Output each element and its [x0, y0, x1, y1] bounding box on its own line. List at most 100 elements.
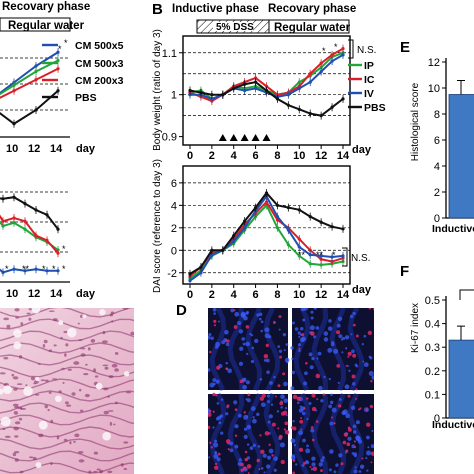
data-point [330, 59, 334, 63]
cell [14, 435, 19, 438]
legend-iv: IV [364, 88, 374, 100]
he-micrograph [0, 308, 134, 474]
nucleus [345, 347, 348, 350]
marker-signal [256, 458, 261, 463]
cell [47, 408, 50, 412]
marker-signal [209, 350, 212, 354]
marker-signal [214, 465, 219, 470]
x-tick-label: 10 [293, 289, 305, 301]
legend-pbs: PBS [75, 92, 97, 104]
nucleus [254, 338, 259, 344]
nucleus [368, 355, 372, 359]
nucleus [303, 381, 308, 386]
panel-b-legend: IP IC IV PBS [348, 60, 386, 114]
panel-a-bottom-star: * [5, 264, 9, 274]
marker-signal [347, 351, 352, 356]
y-tick-label: 1 [171, 90, 177, 102]
marker-signal [284, 429, 290, 435]
nucleus [268, 448, 274, 454]
cell [12, 403, 19, 407]
marker-signal [355, 388, 358, 391]
panel-f-xlabel: Inductive [432, 419, 474, 431]
x-tick-label: 14 [337, 150, 350, 162]
marker-signal [258, 468, 261, 471]
marker-signal [298, 347, 301, 350]
cell [107, 470, 113, 474]
marker-signal [224, 339, 227, 341]
cell [107, 410, 114, 412]
marker-signal [347, 394, 351, 398]
marker-signal [271, 422, 276, 427]
cell [32, 456, 37, 461]
lumen [3, 385, 12, 395]
nucleus [351, 349, 355, 354]
nucleus [250, 406, 256, 411]
nucleus [216, 457, 221, 462]
marker-signal [268, 443, 271, 446]
cell [48, 310, 55, 313]
data-point [23, 202, 27, 206]
marker-signal [370, 380, 373, 383]
cell [93, 451, 99, 455]
x-tick-label: 0 [187, 289, 193, 301]
marker-signal [345, 364, 348, 367]
data-point [232, 239, 236, 243]
bar [448, 339, 474, 419]
cell [34, 393, 40, 396]
marker-signal [312, 466, 318, 472]
nucleus [273, 468, 277, 472]
nucleus [215, 345, 219, 349]
lumen [99, 309, 106, 316]
cell [85, 363, 88, 366]
nucleus [328, 468, 332, 472]
nucleus [358, 470, 362, 473]
nucleus [266, 394, 270, 398]
cell [15, 316, 20, 319]
legend-cm200x3: CM 200x3 [75, 75, 124, 87]
dai-xlabel: day [352, 284, 372, 296]
lumen [13, 329, 22, 338]
crypt-structure [329, 393, 346, 474]
cell [111, 363, 118, 368]
nucleus [273, 375, 276, 379]
cell [90, 338, 96, 343]
cell [16, 383, 23, 385]
marker-signal [347, 426, 351, 430]
significance-bracket [459, 289, 474, 300]
marker-signal [263, 353, 269, 359]
marker-signal [265, 343, 269, 348]
data-point [45, 269, 49, 273]
nucleus [290, 346, 294, 350]
nucleus [352, 311, 356, 316]
nucleus [263, 471, 266, 474]
cell [42, 343, 46, 348]
nucleus [305, 448, 311, 454]
data-point [56, 227, 60, 231]
marker-signal [338, 404, 342, 408]
y-tick-label: 0.5 [425, 295, 440, 307]
nucleus [215, 379, 220, 384]
nucleus [270, 403, 274, 406]
data-point [243, 226, 247, 230]
marker-signal [370, 451, 374, 456]
panel-a-phase-box [0, 17, 71, 32]
cell [13, 387, 18, 391]
data-point [56, 67, 60, 71]
nucleus [283, 349, 286, 352]
x-tick-label: 0 [187, 150, 193, 162]
nucleus [329, 449, 334, 454]
nucleus [330, 342, 335, 347]
marker-signal [352, 323, 356, 327]
panel-a-bottom-xtick: 14 [50, 288, 63, 300]
data-point [199, 271, 203, 275]
data-point [297, 80, 301, 84]
marker-signal [367, 330, 372, 336]
cell [20, 406, 23, 410]
marker-signal [247, 393, 251, 397]
crypt-structure [329, 308, 346, 391]
crypt-structure [347, 308, 365, 392]
dss-dose-marker [251, 134, 260, 141]
nucleus [213, 312, 216, 315]
data-point [275, 97, 280, 101]
nucleus [352, 430, 357, 434]
